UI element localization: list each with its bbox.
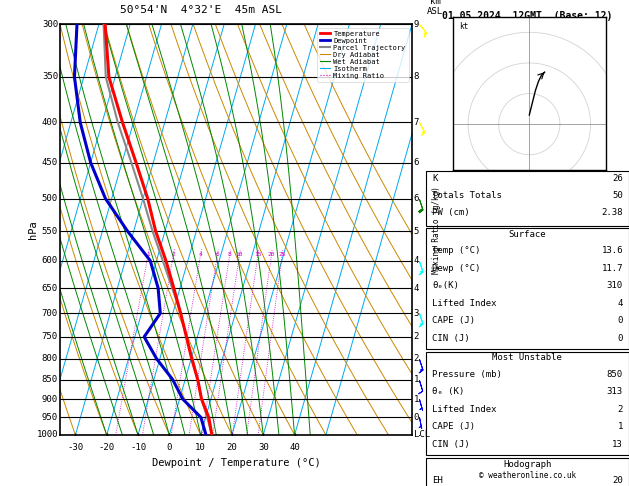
Text: Surface: Surface bbox=[509, 230, 546, 239]
Text: 1: 1 bbox=[414, 375, 419, 384]
Text: 600: 600 bbox=[42, 256, 58, 265]
Text: 5: 5 bbox=[414, 226, 419, 236]
Text: θₑ (K): θₑ (K) bbox=[432, 387, 464, 397]
Text: 7: 7 bbox=[414, 118, 419, 127]
Text: 2: 2 bbox=[618, 405, 623, 414]
Text: 500: 500 bbox=[42, 194, 58, 203]
Text: 1: 1 bbox=[618, 422, 623, 432]
Text: θₑ(K): θₑ(K) bbox=[432, 281, 459, 291]
Text: Dewp (°C): Dewp (°C) bbox=[432, 264, 481, 273]
Bar bbox=[426, 352, 629, 455]
Text: 1000: 1000 bbox=[36, 431, 58, 439]
Text: 2.38: 2.38 bbox=[601, 208, 623, 217]
Text: 800: 800 bbox=[42, 354, 58, 364]
Text: 0: 0 bbox=[618, 334, 623, 343]
Text: 4: 4 bbox=[618, 299, 623, 308]
Text: 11.7: 11.7 bbox=[601, 264, 623, 273]
Text: 4: 4 bbox=[414, 256, 419, 265]
Text: 750: 750 bbox=[42, 332, 58, 341]
Text: 2: 2 bbox=[172, 253, 175, 258]
Text: 13: 13 bbox=[612, 440, 623, 449]
Text: 3: 3 bbox=[414, 309, 419, 318]
Text: 30: 30 bbox=[258, 443, 269, 452]
Text: 900: 900 bbox=[42, 395, 58, 403]
Text: 1: 1 bbox=[146, 253, 150, 258]
Text: 9: 9 bbox=[414, 20, 419, 29]
Text: 2: 2 bbox=[414, 332, 419, 341]
Text: 300: 300 bbox=[42, 20, 58, 29]
Text: 26: 26 bbox=[612, 174, 623, 183]
Text: 8: 8 bbox=[414, 72, 419, 81]
Text: Most Unstable: Most Unstable bbox=[493, 353, 562, 363]
Text: 850: 850 bbox=[42, 375, 58, 384]
Text: 13.6: 13.6 bbox=[601, 246, 623, 256]
Text: 01.05.2024  12GMT  (Base: 12): 01.05.2024 12GMT (Base: 12) bbox=[442, 11, 613, 21]
Text: 25: 25 bbox=[279, 253, 286, 258]
Text: 0: 0 bbox=[167, 443, 172, 452]
Text: EH: EH bbox=[432, 476, 443, 486]
Text: LCL: LCL bbox=[414, 431, 430, 439]
Text: -10: -10 bbox=[130, 443, 146, 452]
Text: 6: 6 bbox=[414, 158, 419, 167]
Text: 350: 350 bbox=[42, 72, 58, 81]
Text: 6: 6 bbox=[414, 194, 419, 203]
Text: 2: 2 bbox=[414, 354, 419, 364]
Text: 40: 40 bbox=[289, 443, 300, 452]
Text: -20: -20 bbox=[99, 443, 114, 452]
Text: 0: 0 bbox=[618, 316, 623, 326]
Text: CAPE (J): CAPE (J) bbox=[432, 422, 475, 432]
Text: 15: 15 bbox=[254, 253, 262, 258]
Bar bbox=[426, 458, 629, 486]
Text: CIN (J): CIN (J) bbox=[432, 334, 470, 343]
Text: 20: 20 bbox=[268, 253, 276, 258]
Text: Mixing Ratio (g/kg): Mixing Ratio (g/kg) bbox=[432, 186, 441, 274]
Text: 8: 8 bbox=[228, 253, 231, 258]
Text: Totals Totals: Totals Totals bbox=[432, 191, 502, 200]
Text: 10: 10 bbox=[195, 443, 206, 452]
Text: K: K bbox=[432, 174, 437, 183]
Text: 20: 20 bbox=[612, 476, 623, 486]
Text: Pressure (mb): Pressure (mb) bbox=[432, 370, 502, 379]
Text: Dewpoint / Temperature (°C): Dewpoint / Temperature (°C) bbox=[152, 457, 320, 468]
Text: 550: 550 bbox=[42, 226, 58, 236]
Text: CIN (J): CIN (J) bbox=[432, 440, 470, 449]
Legend: Temperature, Dewpoint, Parcel Trajectory, Dry Adiabat, Wet Adiabat, Isotherm, Mi: Temperature, Dewpoint, Parcel Trajectory… bbox=[317, 28, 408, 82]
Bar bbox=[426, 228, 629, 349]
Text: 700: 700 bbox=[42, 309, 58, 318]
Text: 6: 6 bbox=[216, 253, 219, 258]
Text: hPa: hPa bbox=[28, 220, 38, 239]
Text: Lifted Index: Lifted Index bbox=[432, 405, 496, 414]
Text: 50°54'N  4°32'E  45m ASL: 50°54'N 4°32'E 45m ASL bbox=[120, 5, 282, 15]
Text: kt: kt bbox=[459, 22, 468, 31]
Text: 4: 4 bbox=[199, 253, 203, 258]
Text: 4: 4 bbox=[414, 283, 419, 293]
Text: CAPE (J): CAPE (J) bbox=[432, 316, 475, 326]
Text: -30: -30 bbox=[67, 443, 84, 452]
Text: Hodograph: Hodograph bbox=[503, 460, 552, 469]
Text: 400: 400 bbox=[42, 118, 58, 127]
Text: 1: 1 bbox=[414, 395, 419, 403]
Text: Lifted Index: Lifted Index bbox=[432, 299, 496, 308]
Text: 10: 10 bbox=[236, 253, 243, 258]
Text: 0: 0 bbox=[414, 413, 419, 422]
Text: Temp (°C): Temp (°C) bbox=[432, 246, 481, 256]
Text: 20: 20 bbox=[226, 443, 237, 452]
Text: 313: 313 bbox=[607, 387, 623, 397]
Text: km
ASL: km ASL bbox=[427, 0, 443, 16]
Text: © weatheronline.co.uk: © weatheronline.co.uk bbox=[479, 471, 576, 480]
Bar bbox=[426, 171, 629, 226]
Text: 650: 650 bbox=[42, 283, 58, 293]
Text: 50: 50 bbox=[612, 191, 623, 200]
Text: 450: 450 bbox=[42, 158, 58, 167]
Text: PW (cm): PW (cm) bbox=[432, 208, 470, 217]
Text: 310: 310 bbox=[607, 281, 623, 291]
Text: 850: 850 bbox=[607, 370, 623, 379]
Text: 950: 950 bbox=[42, 413, 58, 422]
